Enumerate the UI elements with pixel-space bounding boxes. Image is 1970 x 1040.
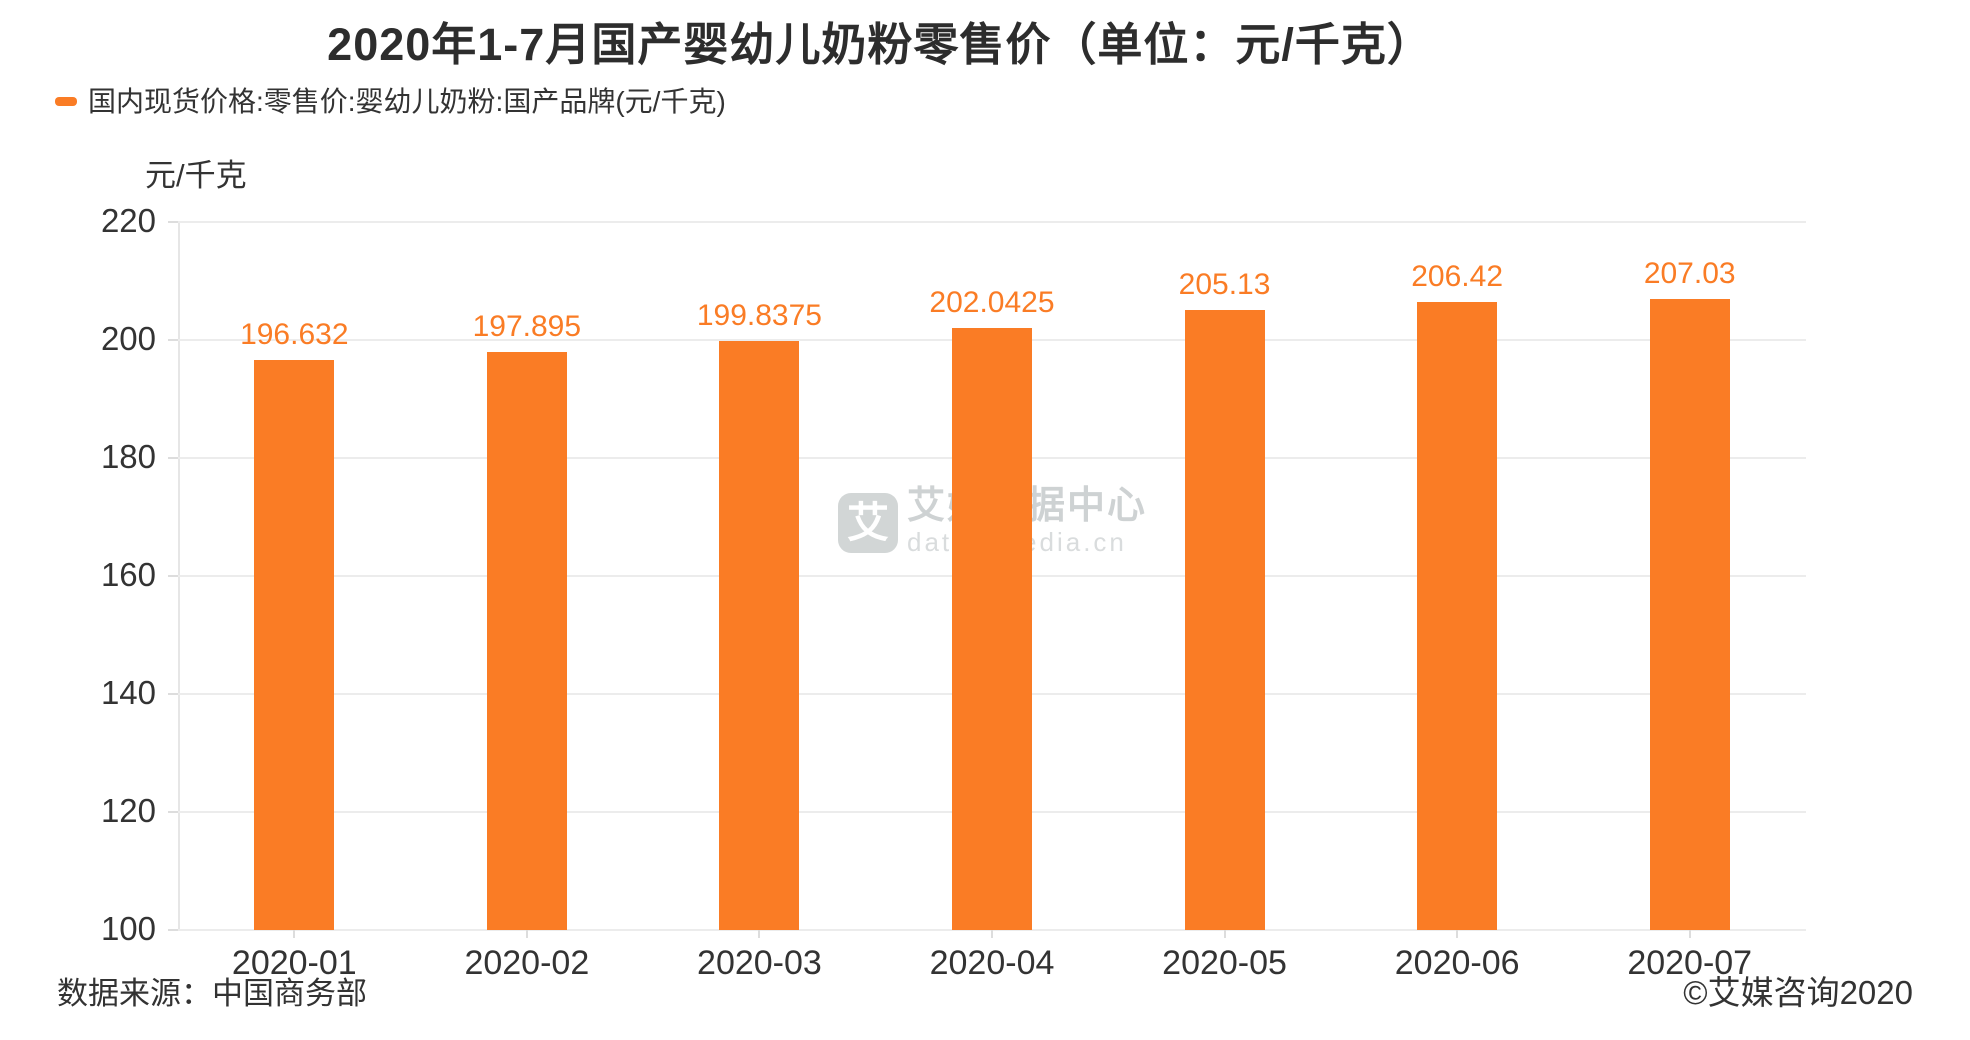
bar[interactable] — [1184, 309, 1265, 930]
x-axis-label: 2020-01 — [231, 944, 357, 982]
chart-title: 2020年1-7月国产婴幼儿奶粉零售价（单位：元/千克） — [327, 19, 1433, 70]
y-tick-mark — [168, 339, 178, 341]
plot-area: 220 200 180 160 140 120 100 196.632 2020-01 197.8… — [101, 202, 1806, 982]
y-tick-mark — [168, 811, 178, 813]
x-tick-mark — [1223, 930, 1226, 938]
copyright-label: ©艾媒咨询2020 — [1683, 974, 1913, 1011]
y-axis-tick-label: 180 — [100, 438, 156, 475]
x-tick-mark — [758, 930, 761, 938]
y-tick-mark — [168, 693, 178, 695]
bar-value-label: 207.03 — [1643, 256, 1736, 290]
bar[interactable] — [254, 359, 335, 930]
y-axis-tick-label: 200 — [100, 320, 156, 357]
data-source-label: 数据来源：中国商务部 — [57, 976, 367, 1011]
x-axis-label: 2020-02 — [464, 944, 590, 982]
y-axis-tick-label: 160 — [100, 556, 156, 593]
bar[interactable] — [952, 327, 1032, 930]
x-tick-mark — [991, 930, 993, 938]
x-axis-label: 2020-03 — [697, 944, 822, 982]
y-tick-mark — [168, 575, 178, 577]
y-axis-tick-label: 140 — [100, 674, 156, 711]
bar-value-label: 196.632 — [240, 317, 349, 351]
y-axis-tick-label: 220 — [100, 202, 156, 239]
iimedia-logo-char: 艾 — [846, 498, 889, 546]
x-tick-mark — [1456, 930, 1459, 938]
legend-label: 国内现货价格:零售价:婴幼儿奶粉:国产品牌(元/千克) — [88, 86, 726, 117]
x-tick-mark — [293, 930, 296, 938]
y-axis-tick-label: 120 — [100, 792, 156, 829]
bar[interactable] — [719, 340, 800, 930]
x-axis-label: 2020-04 — [929, 944, 1055, 982]
iimedia-logo-icon: 艾 — [838, 492, 898, 553]
legend-swatch-icon — [55, 97, 77, 106]
bar[interactable] — [1649, 298, 1730, 930]
legend-item[interactable]: 国内现货价格:零售价:婴幼儿奶粉:国产品牌(元/千克) — [55, 86, 726, 118]
y-axis-tick-label: 100 — [100, 910, 156, 947]
x-tick-mark — [525, 930, 528, 938]
x-axis-label: 2020-06 — [1394, 944, 1520, 982]
y-tick-mark — [168, 457, 178, 459]
bar-value-label: 206.42 — [1411, 260, 1504, 294]
y-axis-unit-label: 元/千克 — [145, 158, 247, 193]
x-axis-label: 2020-05 — [1162, 944, 1287, 982]
bar[interactable] — [1417, 302, 1498, 930]
x-tick-mark — [1688, 930, 1691, 938]
y-tick-mark — [168, 221, 178, 223]
bar[interactable] — [486, 352, 567, 930]
bar-value-label: 202.0425 — [929, 285, 1055, 319]
gridline — [178, 221, 1806, 223]
x-axis-label: 2020-07 — [1627, 944, 1753, 982]
bar-value-label: 205.13 — [1178, 267, 1271, 301]
bar-value-label: 199.8375 — [696, 298, 822, 332]
y-tick-mark — [168, 929, 178, 931]
bar-value-label: 197.895 — [472, 310, 582, 344]
